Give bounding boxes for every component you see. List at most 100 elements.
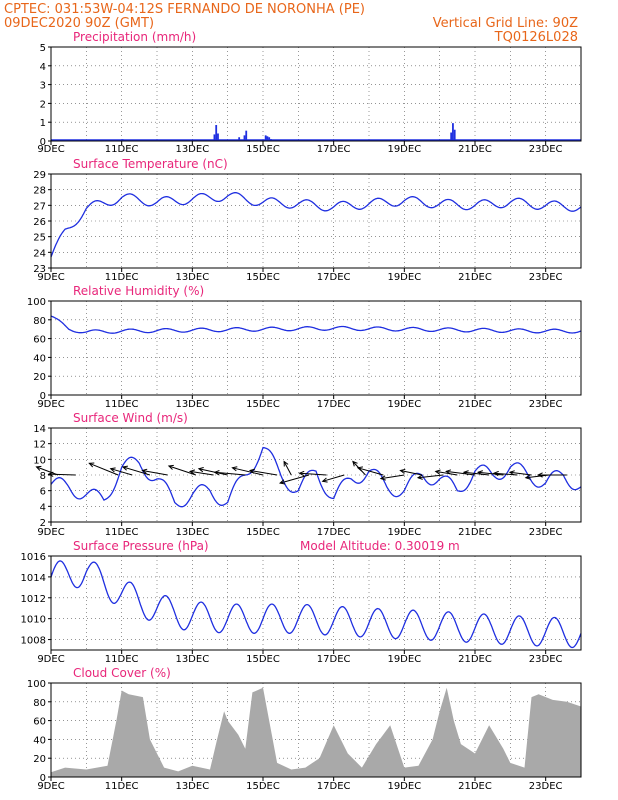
wind-arrow-shaft xyxy=(142,470,168,476)
x-tick-label: 19DEC xyxy=(387,272,421,283)
x-tick-label: 15DEC xyxy=(246,399,280,410)
wind-arrow-shaft xyxy=(89,462,119,476)
x-tick-label: 21DEC xyxy=(458,527,492,538)
wind-arrow-shaft xyxy=(232,467,264,476)
y-tick-label: 29 xyxy=(33,170,46,181)
x-tick-label: 9DEC xyxy=(37,399,64,410)
panel-title: Relative Humidity (%) xyxy=(73,284,204,298)
panel-title: Surface Wind (m/s) xyxy=(73,411,188,425)
wind-arrow-head xyxy=(278,479,286,485)
header-run-date: 09DEC2020 90Z (GMT) xyxy=(4,16,154,31)
x-tick-label: 21DEC xyxy=(458,399,492,410)
x-tick-label: 11DEC xyxy=(105,654,139,665)
wind-arrow-shaft xyxy=(279,474,310,484)
humidity-panel: 0 20 40 60 80 100 9DEC 11DEC 13DEC 15DEC 17DEC 19DE… xyxy=(27,284,582,410)
wind-arrow-head xyxy=(283,460,289,467)
y-tick-label: 20 xyxy=(33,372,46,383)
wind-arrow-head xyxy=(188,469,196,475)
precip-bar xyxy=(243,135,246,141)
x-tick-label: 19DEC xyxy=(387,654,421,665)
series-line xyxy=(50,192,582,258)
precip-bar xyxy=(450,132,453,141)
wind-arrow-shaft xyxy=(417,474,444,479)
wind-arrow-shaft xyxy=(446,470,476,476)
x-tick-label: 9DEC xyxy=(37,781,64,792)
wind-arrow-head xyxy=(352,460,358,467)
wind-arrow-head xyxy=(213,470,220,476)
plot-frame xyxy=(50,555,582,651)
wind-arrow-head xyxy=(141,468,148,474)
wind-arrow-shaft xyxy=(435,470,458,476)
y-tick-label: 1 xyxy=(40,118,46,129)
precip-bar xyxy=(238,137,241,141)
y-tick-label: 10 xyxy=(33,455,46,466)
x-tick-label: 21DEC xyxy=(458,654,492,665)
x-tick-label: 9DEC xyxy=(37,144,64,155)
plot-frame xyxy=(50,682,582,778)
x-tick-label: 23DEC xyxy=(529,272,563,283)
x-tick-label: 23DEC xyxy=(529,781,563,792)
wind-arrow-shaft xyxy=(36,466,59,476)
y-tick-label: 0 xyxy=(40,391,46,402)
plot-frame xyxy=(50,300,582,396)
y-tick-label: 60 xyxy=(33,335,46,346)
x-tick-label: 17DEC xyxy=(317,272,351,283)
wind-panel: 2 4 6 8 10 12 14 9DEC 11DEC 13DEC 15DEC 17DEC 19DEC 2… xyxy=(33,411,582,538)
wind-arrow-shaft xyxy=(250,470,278,476)
y-tick-label: 0 xyxy=(40,137,46,148)
wind-arrow-shaft xyxy=(122,466,151,476)
x-tick-label: 11DEC xyxy=(105,399,139,410)
wind-arrow-head xyxy=(399,468,406,474)
x-tick-label: 23DEC xyxy=(529,654,563,665)
wind-arrow-shaft xyxy=(463,471,490,476)
wind-arrow-shaft xyxy=(168,465,197,476)
x-tick-label: 15DEC xyxy=(246,781,280,792)
wind-arrow-shaft xyxy=(283,461,292,476)
x-tick-label: 13DEC xyxy=(175,144,209,155)
wind-arrow-head xyxy=(356,466,363,472)
y-tick-label: 2 xyxy=(40,99,46,110)
x-tick-label: 9DEC xyxy=(37,527,64,538)
x-tick-label: 13DEC xyxy=(175,654,209,665)
wind-arrow-shaft xyxy=(110,468,133,476)
y-tick-label: 100 xyxy=(27,297,46,308)
header-grid-line-note: Vertical Grid Line: 90Z xyxy=(433,16,578,31)
wind-arrow-head xyxy=(445,469,452,475)
y-tick-label: 0 xyxy=(40,773,46,784)
x-tick-label: 19DEC xyxy=(387,781,421,792)
x-tick-label: 11DEC xyxy=(105,144,139,155)
x-tick-label: 15DEC xyxy=(246,272,280,283)
x-tick-label: 19DEC xyxy=(387,144,421,155)
panel-title: Cloud Cover (%) xyxy=(73,666,171,680)
y-tick-label: 6 xyxy=(40,487,46,498)
precip-bar xyxy=(268,137,271,141)
wind-arrow-head xyxy=(35,465,42,471)
y-tick-label: 12 xyxy=(33,440,46,451)
precip-bar xyxy=(452,123,454,141)
y-tick-label: 4 xyxy=(40,502,46,513)
wind-arrow-head xyxy=(197,467,204,473)
x-tick-label: 17DEC xyxy=(317,527,351,538)
y-tick-label: 5 xyxy=(40,43,46,54)
wind-arrow-head xyxy=(248,468,256,474)
precip-bar xyxy=(266,136,269,141)
wind-arrow-head xyxy=(109,467,116,473)
y-tick-label: 27 xyxy=(33,201,46,212)
x-tick-label: 13DEC xyxy=(175,272,209,283)
wind-arrow-shaft xyxy=(380,474,405,480)
x-tick-label: 15DEC xyxy=(246,654,280,665)
wind-arrow-head xyxy=(47,471,54,477)
x-tick-label: 23DEC xyxy=(529,144,563,155)
precip-bar xyxy=(213,134,216,141)
panel-title: Surface Pressure (hPa) xyxy=(73,539,209,553)
y-tick-label: 60 xyxy=(33,717,46,728)
series-line xyxy=(50,560,582,649)
wind-arrow-head xyxy=(379,475,386,481)
wind-arrow-shaft xyxy=(478,471,504,476)
series-line xyxy=(50,315,582,334)
y-tick-label: 26 xyxy=(33,217,46,228)
wind-arrow-shaft xyxy=(357,467,384,476)
x-tick-label: 21DEC xyxy=(458,781,492,792)
precip-bar xyxy=(245,130,248,141)
